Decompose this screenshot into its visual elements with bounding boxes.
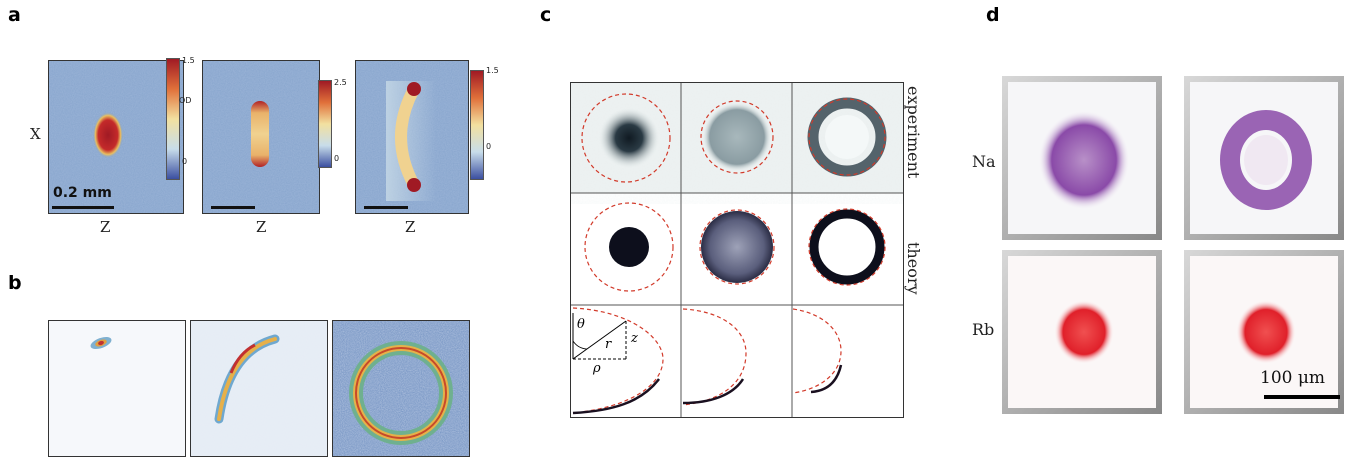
d-na-frame-1: [1002, 76, 1162, 240]
d-na-image-1: [1008, 82, 1156, 234]
panel-label-c: c: [540, 4, 552, 26]
b-image-1-svg: [90, 336, 112, 350]
d-rb-image-1: [1008, 256, 1156, 408]
a-y-axis-label: X: [30, 125, 41, 143]
a-x-axis-label-2: Z: [256, 218, 267, 236]
c-grid: θ r z ρ: [570, 82, 904, 418]
panel-label-b: b: [8, 272, 22, 294]
a-image-1-svg: [49, 61, 183, 213]
panel-label-d: d: [986, 4, 1000, 26]
panel-label-a: a: [8, 4, 21, 26]
a-image-2-svg: [203, 61, 319, 213]
a-colorbar-2-min: 0: [334, 154, 340, 163]
b-image-3: [332, 320, 470, 457]
a-image-3: [355, 60, 469, 214]
d-rb-frame-1: [1002, 250, 1162, 414]
a-scalebar-1: [52, 206, 114, 209]
c-grid-svg: [571, 83, 903, 417]
a-colorbar-2: [318, 80, 332, 168]
a-colorbar-3-min: 0: [486, 142, 492, 151]
a-image-1: 0.2 mm: [48, 60, 184, 214]
d-row-label-rb: Rb: [972, 320, 995, 339]
b-image-1: [48, 320, 186, 457]
c-rho-label: ρ: [593, 361, 601, 376]
b-image-2: [190, 320, 328, 457]
c-r-label: r: [605, 337, 612, 352]
d-rb-frame-2: 100 μm: [1184, 250, 1344, 414]
d-na-image-2: [1190, 82, 1338, 234]
a-image-3-svg: [356, 61, 468, 213]
a-colorbar-1: [166, 58, 180, 180]
a-x-axis-label-1: Z: [100, 218, 111, 236]
a-scalebar-2: [211, 206, 255, 209]
a-colorbar-3: [470, 70, 484, 180]
c-row-label-theory: theory: [904, 242, 923, 295]
b-image-3-svg: [333, 321, 469, 456]
c-theta-label: θ: [577, 317, 585, 332]
d-scalebar-label: 100 μm: [1260, 368, 1326, 388]
a-scalebar-label: 0.2 mm: [53, 185, 112, 201]
a-colorbar-3-max: 1.5: [486, 66, 499, 75]
c-row-label-experiment: experiment: [904, 86, 923, 179]
d-scalebar: [1264, 395, 1340, 399]
a-scalebar-3: [364, 206, 408, 209]
d-rb-image-2: [1190, 256, 1338, 408]
d-row-label-na: Na: [972, 152, 996, 171]
a-x-axis-label-3: Z: [405, 218, 416, 236]
a-od-label: OD: [179, 96, 192, 105]
c-z-label: z: [631, 331, 638, 346]
d-na-frame-2: [1184, 76, 1344, 240]
a-colorbar-1-min: 0: [182, 157, 188, 166]
a-colorbar-1-max: 1.5: [182, 56, 195, 65]
a-colorbar-2-max: 2.5: [334, 78, 347, 87]
b-image-2-svg: [191, 321, 327, 456]
a-image-2: [202, 60, 320, 214]
